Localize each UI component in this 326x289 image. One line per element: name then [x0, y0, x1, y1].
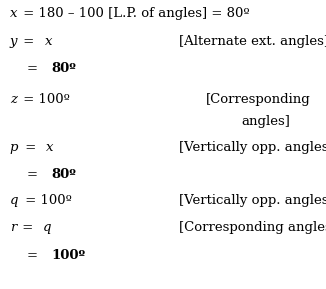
Text: =: =: [18, 221, 37, 234]
Text: x: x: [45, 36, 52, 48]
Text: [Alternate ext. angles]: [Alternate ext. angles]: [179, 36, 326, 48]
Text: r: r: [10, 221, 16, 234]
Text: 80º: 80º: [52, 62, 76, 75]
Text: =: =: [10, 62, 42, 75]
Text: angles]: angles]: [241, 116, 290, 128]
Text: = 100º: = 100º: [19, 93, 70, 106]
Text: y: y: [10, 36, 17, 48]
Text: x: x: [46, 141, 53, 154]
Text: =: =: [21, 141, 40, 154]
Text: =: =: [10, 168, 42, 181]
Text: [Corresponding: [Corresponding: [205, 93, 310, 106]
Text: q: q: [43, 221, 52, 234]
Text: [Vertically opp. angles]: [Vertically opp. angles]: [179, 194, 326, 207]
Text: x: x: [10, 7, 17, 19]
Text: =: =: [10, 249, 42, 262]
Text: = 100º: = 100º: [21, 194, 72, 207]
Text: =: =: [20, 36, 39, 48]
Text: [Vertically opp. angles]: [Vertically opp. angles]: [179, 141, 326, 154]
Text: z: z: [10, 93, 17, 106]
Text: 80º: 80º: [52, 168, 76, 181]
Text: q: q: [10, 194, 18, 207]
Text: 100º: 100º: [52, 249, 85, 262]
Text: = 180 – 100 [L.P. of angles] = 80º: = 180 – 100 [L.P. of angles] = 80º: [20, 7, 250, 19]
Text: p: p: [10, 141, 18, 154]
Text: [Corresponding angles]: [Corresponding angles]: [179, 221, 326, 234]
